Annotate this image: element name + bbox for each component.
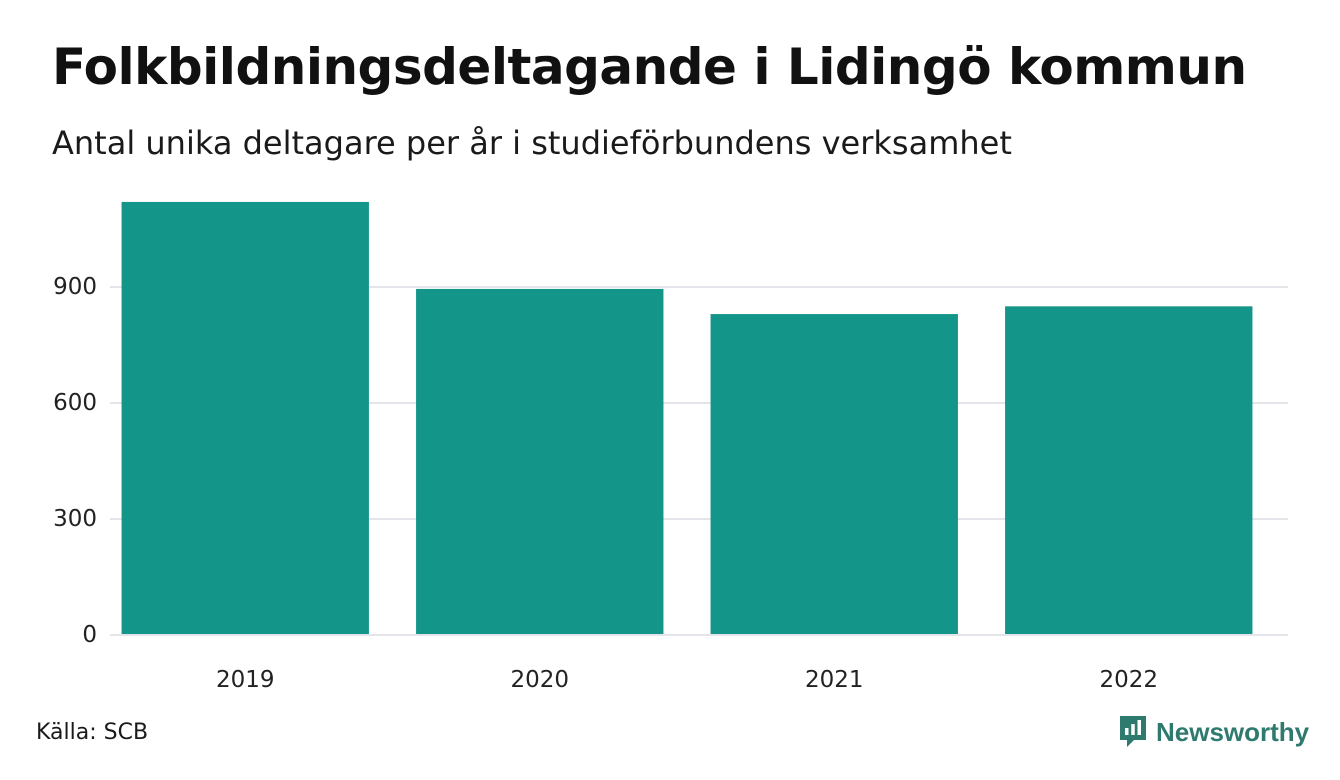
brand-name: Newsworthy	[1156, 716, 1310, 747]
x-tick-label: 2021	[805, 667, 864, 693]
x-tick-label: 2022	[1099, 667, 1158, 693]
x-tick-label: 2019	[216, 667, 275, 693]
source-note: Källa: SCB	[36, 720, 149, 745]
x-axis-tick-labels: 2019 2020 2021 2022	[216, 667, 1158, 693]
y-tick-label: 0	[82, 622, 97, 648]
y-tick-label: 900	[53, 274, 97, 300]
newsworthy-logo: Newsworthy	[1118, 712, 1309, 752]
newsworthy-logo-icon	[1120, 716, 1146, 747]
y-axis-tick-labels: 0 300 600 900	[53, 274, 97, 648]
y-tick-label: 600	[53, 390, 97, 416]
chart-title: Folkbildningsdeltagande i Lidingö kommun	[52, 38, 1247, 96]
bar-2022	[1005, 306, 1253, 635]
x-tick-label: 2020	[510, 667, 569, 693]
chart-subtitle: Antal unika deltagare per år i studieför…	[52, 124, 1012, 162]
bar-2019	[121, 201, 369, 635]
bar-2021	[710, 314, 958, 635]
bars	[110, 201, 1288, 636]
y-tick-label: 300	[53, 506, 97, 532]
bar-2020	[416, 288, 664, 635]
